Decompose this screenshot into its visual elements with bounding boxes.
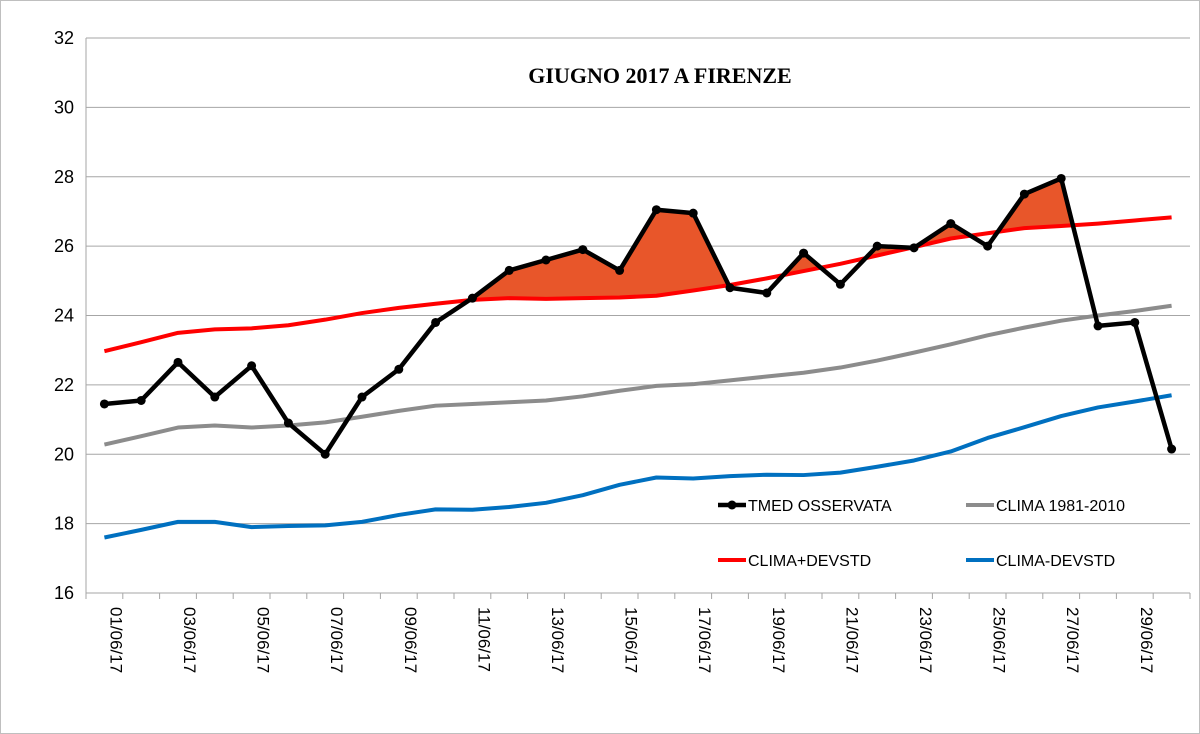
data-point xyxy=(909,243,919,253)
x-tick-label: 17/06/17 xyxy=(695,607,714,673)
x-tick-label: 15/06/17 xyxy=(622,607,641,673)
x-tick-label: 21/06/17 xyxy=(842,607,861,673)
legend-marker xyxy=(727,500,737,510)
data-point xyxy=(1056,173,1066,183)
data-point xyxy=(99,399,109,409)
x-tick-label: 29/06/17 xyxy=(1137,607,1156,673)
x-tick-label: 03/06/17 xyxy=(180,607,199,673)
data-point xyxy=(762,288,772,298)
data-point xyxy=(799,248,809,258)
data-point xyxy=(173,357,183,367)
data-point xyxy=(615,265,625,275)
y-tick-label: 16 xyxy=(54,583,74,603)
x-tick-label: 19/06/17 xyxy=(769,607,788,673)
data-point xyxy=(357,392,367,402)
data-point xyxy=(651,205,661,215)
legend-label-clima-1981-2010: CLIMA 1981-2010 xyxy=(996,498,1125,515)
data-point xyxy=(1130,317,1140,327)
chart-title: GIUGNO 2017 A FIRENZE xyxy=(528,63,791,88)
y-tick-label: 22 xyxy=(54,375,74,395)
exceedance-fill xyxy=(469,209,729,301)
series-line-clima-1981-2010 xyxy=(103,303,1172,447)
data-point xyxy=(835,279,845,289)
data-point xyxy=(872,241,882,251)
series-line-clima-devstd xyxy=(103,215,1172,354)
x-tick-label: 11/06/17 xyxy=(474,607,493,672)
y-tick-label: 20 xyxy=(54,444,74,464)
series-layer xyxy=(99,173,1177,540)
series-line-clima-devstd xyxy=(103,393,1172,540)
data-point xyxy=(578,245,588,255)
data-point xyxy=(431,317,441,327)
exceedance-fill xyxy=(783,253,821,276)
data-point xyxy=(320,449,330,459)
y-tick-label: 32 xyxy=(54,28,74,48)
axis-layer: 16 18 20 22 24 26 28 30 32 01/06/17 03/06/17 05/06/… xyxy=(54,28,1191,673)
x-tick-label: 09/06/17 xyxy=(401,607,420,673)
x-tick-label: 13/06/17 xyxy=(548,607,567,673)
data-point xyxy=(136,395,146,405)
data-point xyxy=(283,418,293,428)
legend: TMED OSSERVATA CLIMA 1981-2010 CLIMA+DEVST… xyxy=(718,498,1125,570)
data-point xyxy=(467,293,477,303)
y-tick-label: 18 xyxy=(54,514,74,534)
legend-label-tmed-osservata: TMED OSSERVATA xyxy=(748,498,892,515)
data-point xyxy=(541,255,551,265)
series-line-tmed-osservata xyxy=(104,176,1174,457)
y-tick-label: 28 xyxy=(54,167,74,187)
data-point xyxy=(1167,444,1177,454)
x-tick-label: 27/06/17 xyxy=(1063,607,1082,673)
x-tick-label: 07/06/17 xyxy=(327,607,346,673)
data-point xyxy=(504,265,514,275)
data-point xyxy=(688,208,698,218)
data-point xyxy=(946,219,956,229)
data-point xyxy=(1019,189,1029,199)
y-tick-label: 30 xyxy=(54,97,74,117)
x-tick-label: 05/06/17 xyxy=(254,607,273,673)
exceedance-fill xyxy=(997,178,1073,232)
x-tick-label: 01/06/17 xyxy=(106,607,125,673)
legend-label-clima-devstd: CLIMA+DEVSTD xyxy=(748,553,871,570)
data-point xyxy=(983,241,993,251)
data-point xyxy=(210,392,220,402)
data-point xyxy=(725,283,735,293)
y-tick-label: 24 xyxy=(54,306,74,326)
x-tick-label: 25/06/17 xyxy=(990,607,1009,673)
legend-label-clima-devstd: CLIMA-DEVSTD xyxy=(996,553,1115,570)
fill-layer xyxy=(469,178,1073,301)
data-point xyxy=(247,361,257,371)
y-tick-label: 26 xyxy=(54,236,74,256)
x-tick-label: 23/06/17 xyxy=(916,607,935,673)
data-point xyxy=(394,364,404,374)
data-point xyxy=(1093,321,1103,331)
